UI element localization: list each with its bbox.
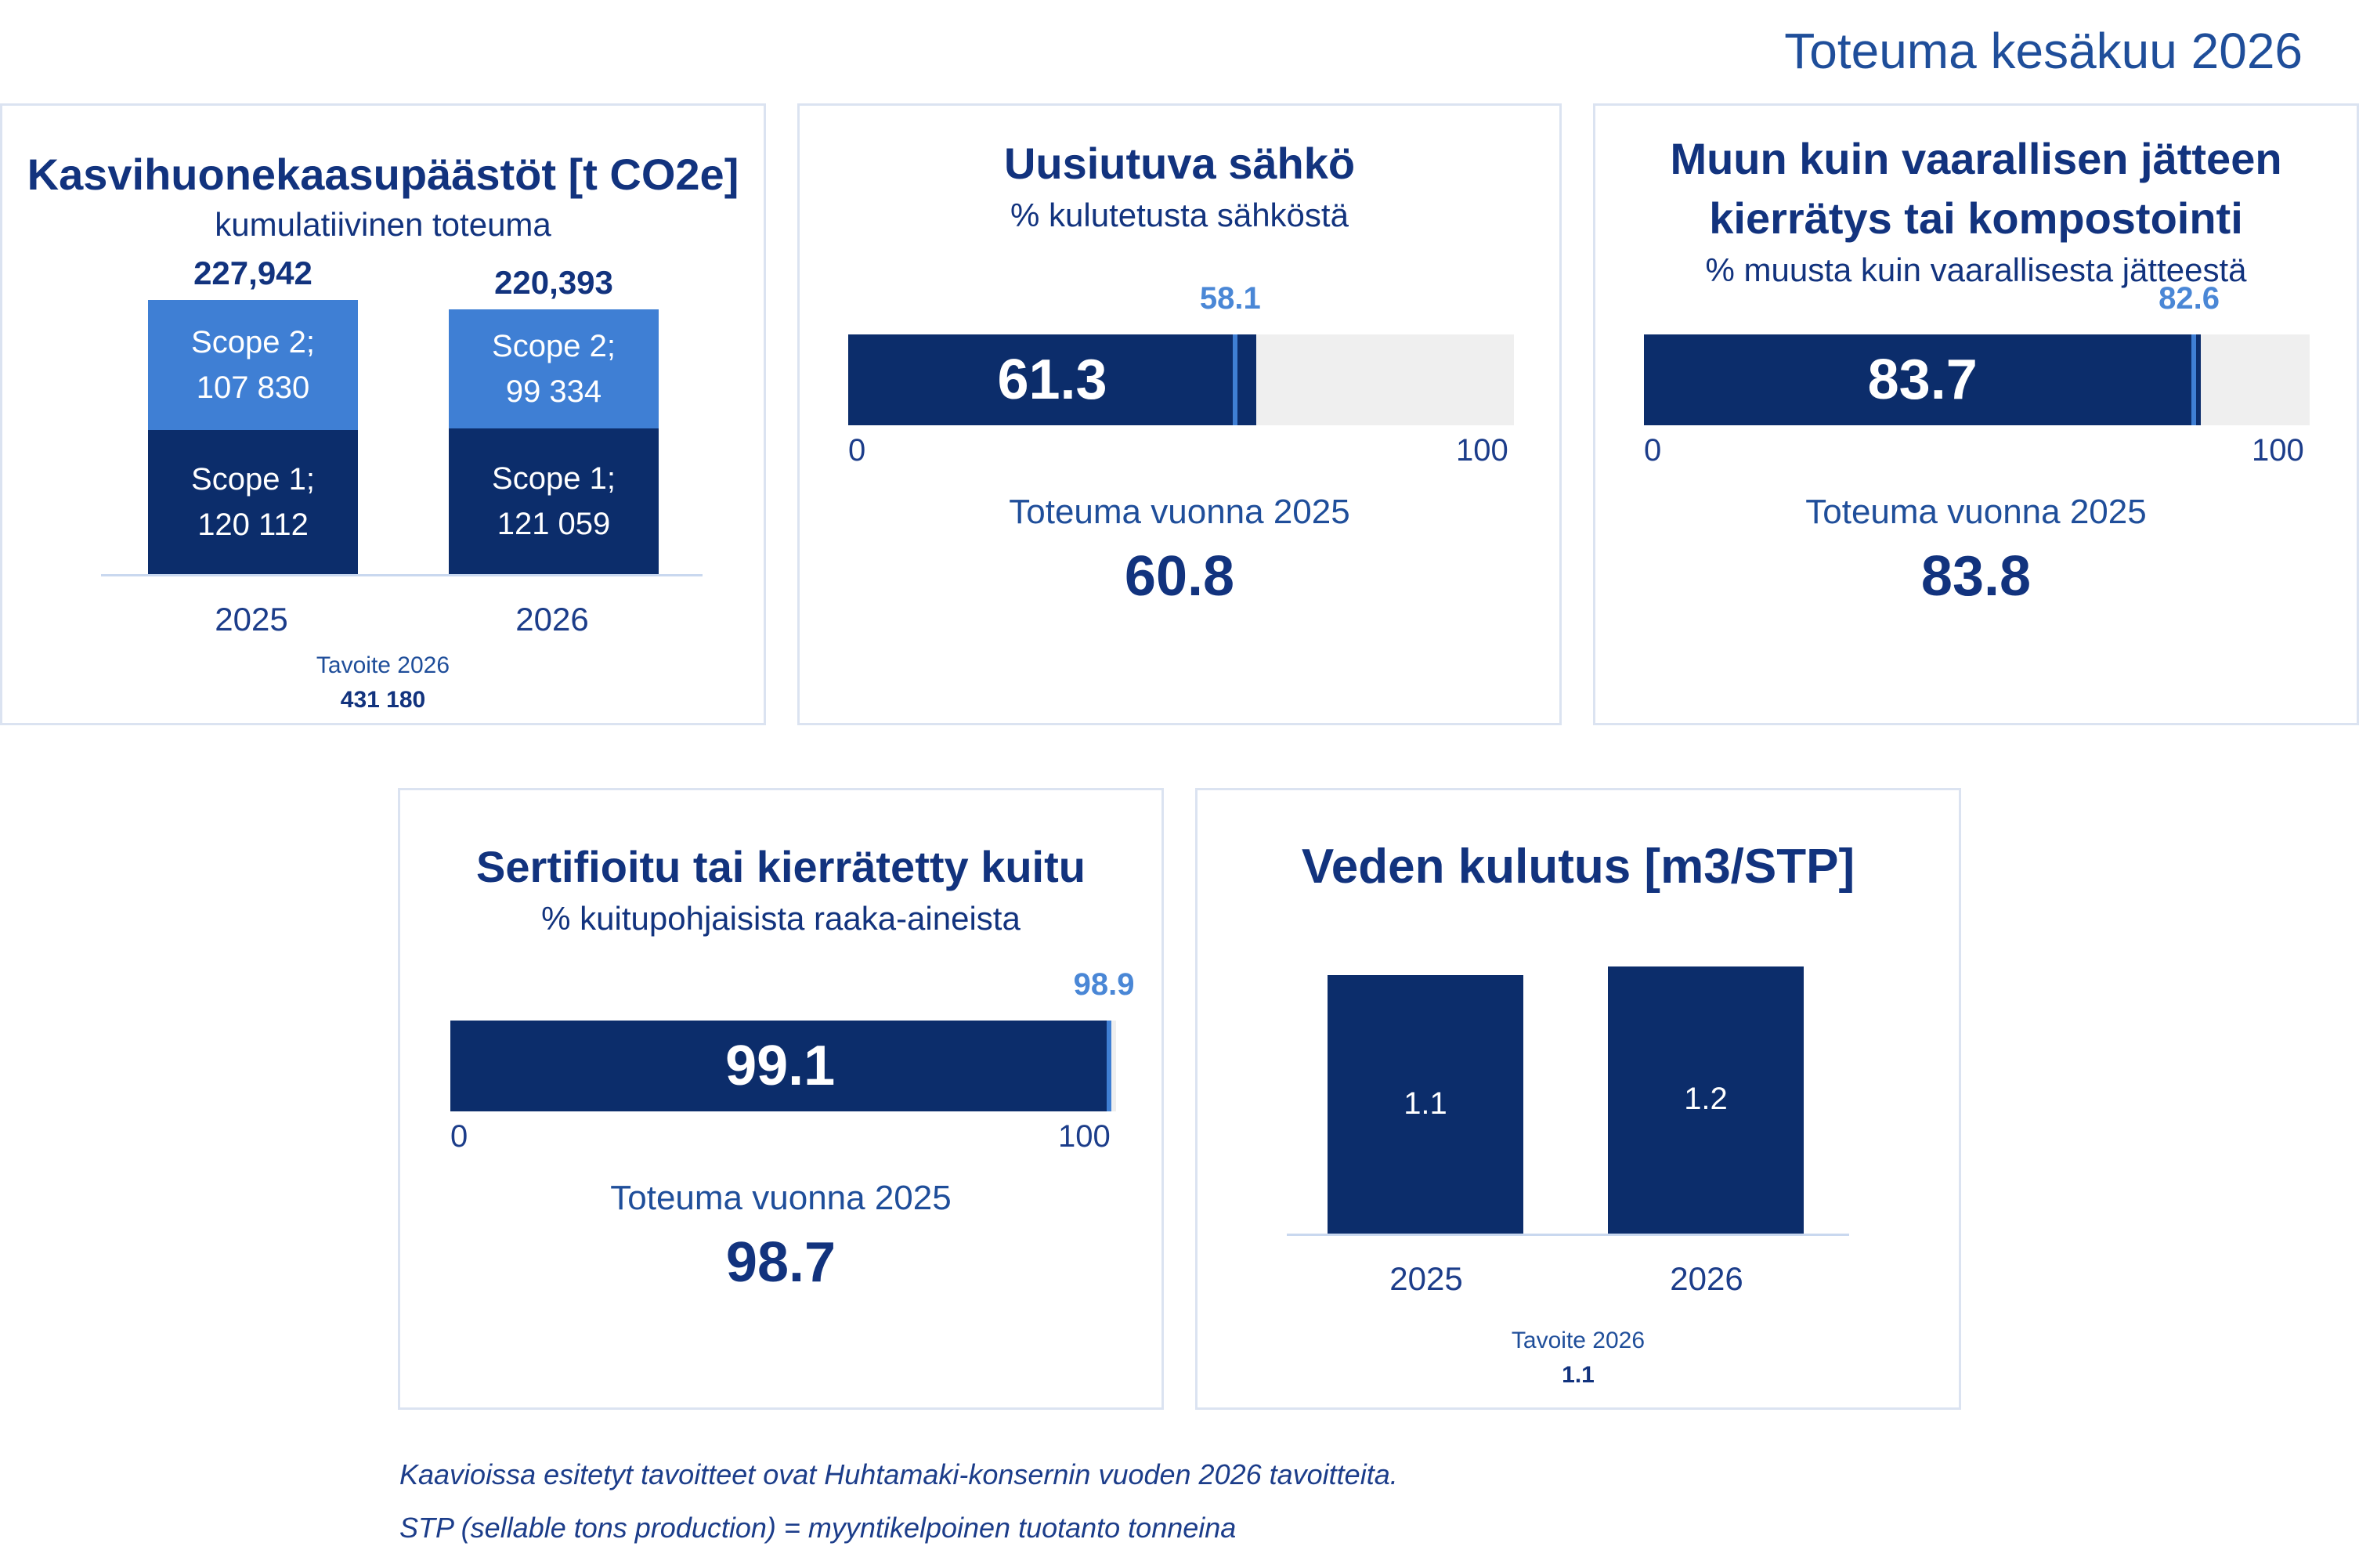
footnote-targets: Kaavioissa esitetyt tavoitteet ovat Huht… bbox=[399, 1458, 1398, 1490]
electricity-prev-label: Toteuma vuonna 2025 bbox=[1009, 493, 1350, 531]
gauge-target-marker bbox=[1232, 334, 1237, 425]
electricity-prev-value: 60.8 bbox=[1124, 545, 1235, 608]
water-bar: 1.1 bbox=[1328, 975, 1523, 1234]
gauge-track: 83.7 bbox=[1644, 334, 2310, 425]
ghg-year-2026: 2026 bbox=[515, 601, 589, 638]
gauge-value-label: 61.3 bbox=[997, 349, 1107, 411]
electricity-panel: Uusiutuva sähkö % kulutetusta sähköstä 6… bbox=[797, 103, 1562, 725]
ghg-bar-scope2: Scope 2; 99 334 bbox=[449, 309, 659, 429]
waste-title-line2: kierrätys tai kompostointi bbox=[1709, 193, 2243, 243]
gauge-fill bbox=[450, 1021, 1111, 1111]
ghg-panel: Kasvihuonekaasupäästöt [t CO2e] kumulati… bbox=[0, 103, 766, 725]
water-bar-label: 1.1 bbox=[1403, 1086, 1447, 1122]
fiber-panel: Sertifioitu tai kierrätetty kuitu % kuit… bbox=[398, 788, 1164, 1410]
gauge-target-label: 58.1 bbox=[1199, 281, 1261, 316]
electricity-axis-min: 0 bbox=[848, 433, 866, 468]
ghg-segment-value: 120 112 bbox=[197, 507, 309, 542]
ghg-year-2025: 2025 bbox=[215, 601, 288, 638]
gauge-target-marker bbox=[2191, 334, 2197, 425]
fiber-prev-value: 98.7 bbox=[725, 1231, 836, 1294]
fiber-axis-max: 100 bbox=[1058, 1119, 1111, 1154]
electricity-gauge: 61.3 58.1 bbox=[848, 281, 1514, 425]
ghg-title: Kasvihuonekaasupäästöt [t CO2e] bbox=[27, 150, 739, 199]
waste-gauge: 83.7 82.6 bbox=[1644, 281, 2310, 425]
ghg-segment-value: 99 334 bbox=[505, 374, 602, 409]
ghg-segment-value: 121 059 bbox=[497, 507, 611, 542]
waste-prev-label: Toteuma vuonna 2025 bbox=[1805, 493, 2147, 531]
water-year-2025: 2025 bbox=[1389, 1260, 1463, 1297]
fiber-gauge: 99.1 98.9 bbox=[450, 967, 1135, 1111]
water-baseline bbox=[1287, 1234, 1849, 1236]
gauge-target-label: 98.9 bbox=[1073, 967, 1135, 1002]
ghg-total-label: 227,942 bbox=[193, 255, 312, 291]
ghg-total-label: 220,393 bbox=[494, 263, 613, 301]
water-title: Veden kulutus [m3/STP] bbox=[1301, 840, 1855, 894]
ghg-bar-scope1: Scope 1; 121 059 bbox=[449, 428, 659, 574]
waste-prev-value: 83.8 bbox=[1920, 545, 2032, 608]
gauge-target-marker bbox=[1106, 1021, 1111, 1111]
waste-axis-max: 100 bbox=[2252, 433, 2304, 468]
gauge-track: 99.1 bbox=[450, 1021, 1116, 1111]
water-year-2026: 2026 bbox=[1670, 1260, 1743, 1297]
waste-title-line1: Muun kuin vaarallisen jätteen bbox=[1670, 134, 2282, 183]
ghg-target-label: Tavoite 2026 bbox=[316, 652, 450, 678]
fiber-prev-label: Toteuma vuonna 2025 bbox=[610, 1179, 952, 1217]
gauge-fill bbox=[848, 334, 1257, 425]
gauge-track: 61.3 bbox=[848, 334, 1514, 425]
ghg-bar-scope1: Scope 1; 120 112 bbox=[148, 429, 358, 574]
fiber-title: Sertifioitu tai kierrätetty kuitu bbox=[476, 842, 1086, 891]
ghg-segment-name: Scope 1; bbox=[492, 461, 616, 497]
ghg-target-value: 431 180 bbox=[340, 687, 426, 713]
ghg-segment-name: Scope 1; bbox=[191, 461, 315, 497]
ghg-segment-value: 107 830 bbox=[196, 370, 310, 405]
footnote-stp: STP (sellable tons production) = myyntik… bbox=[399, 1512, 1237, 1544]
electricity-subtitle: % kulutetusta sähköstä bbox=[1010, 197, 1349, 233]
ghg-segment-name: Scope 2; bbox=[492, 328, 616, 363]
waste-panel: Muun kuin vaarallisen jätteen kierrätys … bbox=[1593, 103, 2359, 725]
water-target-value: 1.1 bbox=[1562, 1362, 1595, 1388]
water-bar-label: 1.2 bbox=[1684, 1082, 1728, 1117]
waste-axis-min: 0 bbox=[1644, 433, 1662, 468]
waste-subtitle: % muusta kuin vaarallisesta jätteestä bbox=[1705, 251, 2247, 288]
fiber-axis-min: 0 bbox=[450, 1119, 468, 1154]
gauge-target-label: 82.6 bbox=[2159, 281, 2220, 316]
electricity-axis-max: 100 bbox=[1456, 433, 1508, 468]
water-bar: 1.2 bbox=[1608, 966, 1804, 1234]
electricity-title: Uusiutuva sähkö bbox=[1003, 139, 1356, 188]
ghg-baseline bbox=[101, 574, 703, 576]
fiber-subtitle: % kuitupohjaisista raaka-aineista bbox=[541, 900, 1021, 937]
page-title: Toteuma kesäkuu 2026 bbox=[1784, 23, 2303, 79]
water-panel: Veden kulutus [m3/STP] 2025 2026 Tavoite… bbox=[1195, 788, 1961, 1410]
gauge-value-label: 99.1 bbox=[725, 1035, 836, 1097]
ghg-segment-name: Scope 2; bbox=[191, 324, 315, 359]
water-target-label: Tavoite 2026 bbox=[1511, 1328, 1646, 1353]
ghg-bar-scope2: Scope 2; 107 830 bbox=[148, 300, 358, 430]
ghg-subtitle: kumulatiivinen toteuma bbox=[215, 206, 551, 243]
gauge-value-label: 83.7 bbox=[1867, 349, 1978, 411]
gauge-fill bbox=[1644, 334, 2202, 425]
